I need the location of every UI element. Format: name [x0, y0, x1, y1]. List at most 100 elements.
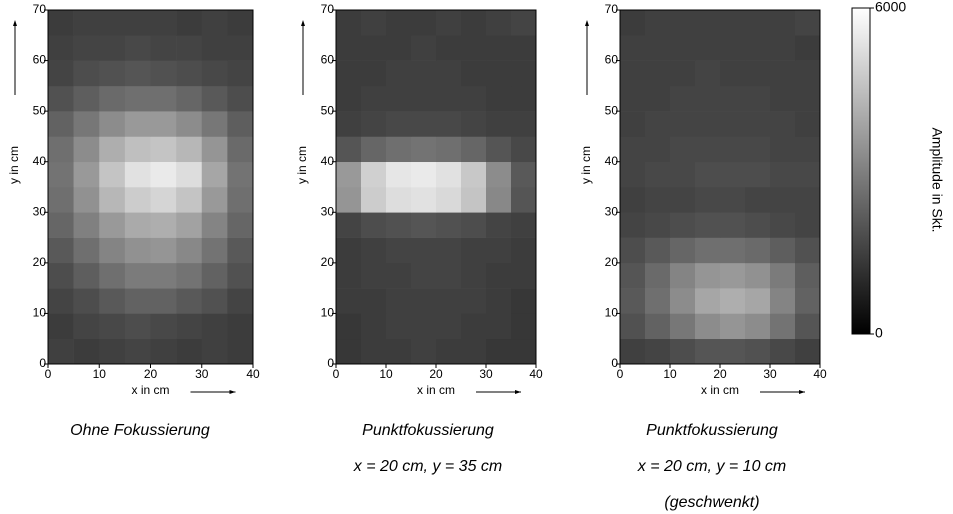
heat-cell: [645, 161, 671, 188]
heat-cell: [486, 313, 512, 340]
heat-cell: [436, 313, 462, 340]
heat-cell: [201, 187, 228, 213]
x-tick-label: 10: [663, 367, 677, 381]
heat-cell: [770, 136, 796, 163]
heat-cell: [48, 313, 74, 340]
heat-cell: [201, 85, 228, 112]
heat-cell: [620, 136, 646, 163]
heat-cell: [461, 35, 487, 61]
heat-cell: [620, 85, 646, 112]
heat-cell: [770, 35, 796, 61]
y-tick-label: 50: [33, 103, 47, 117]
heat-cell: [486, 187, 512, 213]
heat-cell: [201, 237, 228, 264]
y-arrow-head: [585, 20, 589, 26]
heat-cell: [720, 262, 746, 289]
heat-cell: [670, 10, 696, 36]
heat-cell: [336, 262, 362, 289]
x-tick-label: 20: [713, 367, 727, 381]
heat-cell: [695, 237, 721, 264]
heat-cell: [461, 85, 487, 112]
heat-cell: [720, 85, 746, 112]
heat-cell: [695, 187, 721, 213]
heat-cell: [511, 262, 537, 289]
heat-cell: [176, 10, 203, 36]
heat-cell: [670, 136, 696, 163]
heat-cell: [411, 60, 437, 87]
heat-cell: [176, 161, 203, 188]
y-tick-label: 20: [605, 255, 619, 269]
heat-cell: [695, 212, 721, 238]
heat-cell: [411, 35, 437, 61]
heat-cell: [436, 10, 462, 36]
x-arrow-head: [515, 390, 521, 394]
heat-cell: [645, 85, 671, 112]
y-axis-label: y in cm: [295, 146, 309, 184]
heat-cell: [48, 262, 74, 289]
heat-cell: [48, 338, 74, 365]
heat-cell: [486, 237, 512, 264]
heat-cell: [176, 60, 203, 87]
heat-cell: [770, 187, 796, 213]
heat-cell: [73, 338, 100, 365]
heat-cell: [150, 136, 177, 163]
heat-cell: [73, 161, 100, 188]
heat-cell: [124, 237, 151, 264]
y-tick-label: 40: [33, 154, 47, 168]
heat-cell: [48, 136, 74, 163]
heat-cell: [361, 313, 387, 340]
heat-cell: [99, 338, 126, 365]
heat-cell: [227, 262, 254, 289]
heat-cell: [770, 111, 796, 137]
heat-cell: [770, 288, 796, 314]
heat-cell: [670, 85, 696, 112]
heat-cell: [436, 187, 462, 213]
heat-cell: [511, 338, 537, 365]
heat-cell: [48, 10, 74, 36]
x-axis-label: x in cm: [417, 383, 455, 397]
x-arrow-head: [799, 390, 805, 394]
x-tick-label: 10: [93, 367, 107, 381]
heat-cell: [620, 313, 646, 340]
heat-cell: [720, 35, 746, 61]
heat-cell: [645, 10, 671, 36]
heat-cell: [386, 313, 412, 340]
heat-cell: [486, 338, 512, 365]
heat-cell: [336, 161, 362, 188]
heat-cell: [73, 262, 100, 289]
heat-cell: [461, 136, 487, 163]
heat-cell: [201, 262, 228, 289]
heat-cell: [124, 10, 151, 36]
heat-cell: [227, 237, 254, 264]
heat-cell: [201, 288, 228, 314]
heat-cell: [511, 313, 537, 340]
heat-cell: [73, 85, 100, 112]
heat-cell: [770, 338, 796, 365]
heat-cell: [645, 136, 671, 163]
y-tick-label: 30: [605, 204, 619, 218]
heat-cell: [227, 35, 254, 61]
heat-cell: [645, 187, 671, 213]
heat-cell: [336, 136, 362, 163]
heat-cell: [770, 212, 796, 238]
heat-cell: [48, 212, 74, 238]
x-tick-label: 40: [813, 367, 827, 381]
heat-cell: [670, 288, 696, 314]
x-tick-label: 40: [529, 367, 543, 381]
heat-cell: [361, 136, 387, 163]
heat-cell: [670, 313, 696, 340]
heat-cell: [795, 288, 821, 314]
x-tick-label: 30: [763, 367, 777, 381]
heat-cell: [73, 60, 100, 87]
heat-cell: [227, 111, 254, 137]
heat-cell: [745, 262, 771, 289]
heat-cell: [720, 313, 746, 340]
heat-cell: [511, 237, 537, 264]
heat-cell: [720, 10, 746, 36]
heat-cell: [411, 136, 437, 163]
heat-cell: [150, 338, 177, 365]
heat-cell: [150, 10, 177, 36]
heat-cell: [795, 85, 821, 112]
heat-cell: [436, 262, 462, 289]
